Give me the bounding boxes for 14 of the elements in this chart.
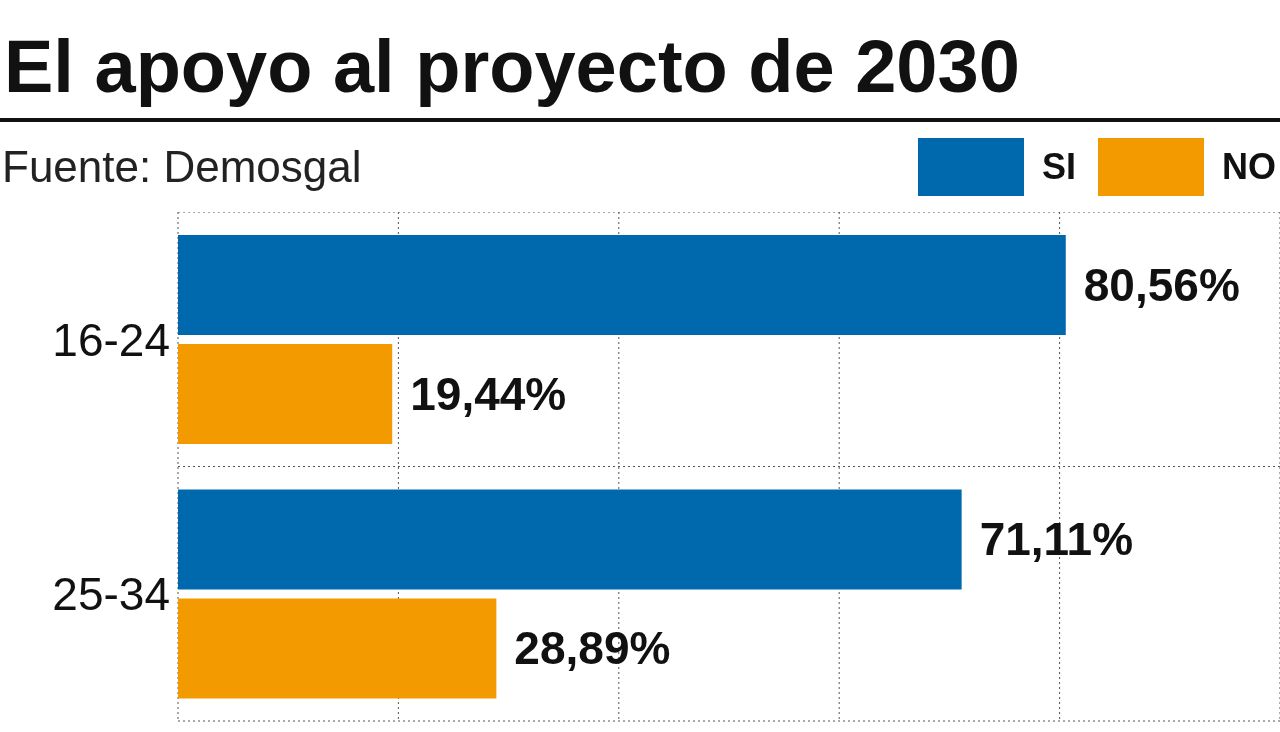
bar	[178, 489, 962, 590]
data-label: 71,11%	[979, 513, 1134, 566]
bar	[178, 234, 1066, 335]
data-label: 19,44%	[410, 367, 567, 420]
source-note: Fuente: Demosgal	[2, 142, 362, 191]
data-label: 80,56%	[1083, 258, 1240, 311]
bar	[178, 343, 393, 444]
bar	[178, 598, 497, 699]
data-label: 28,89%	[514, 622, 671, 675]
legend-label: SI	[1041, 146, 1076, 188]
y-tick-label: 16-24	[52, 313, 170, 366]
y-tick-label: 25-34	[52, 568, 170, 621]
chart-title: El apoyo al proyecto de 2030	[3, 24, 1021, 110]
legend-label: NO	[1222, 146, 1276, 188]
